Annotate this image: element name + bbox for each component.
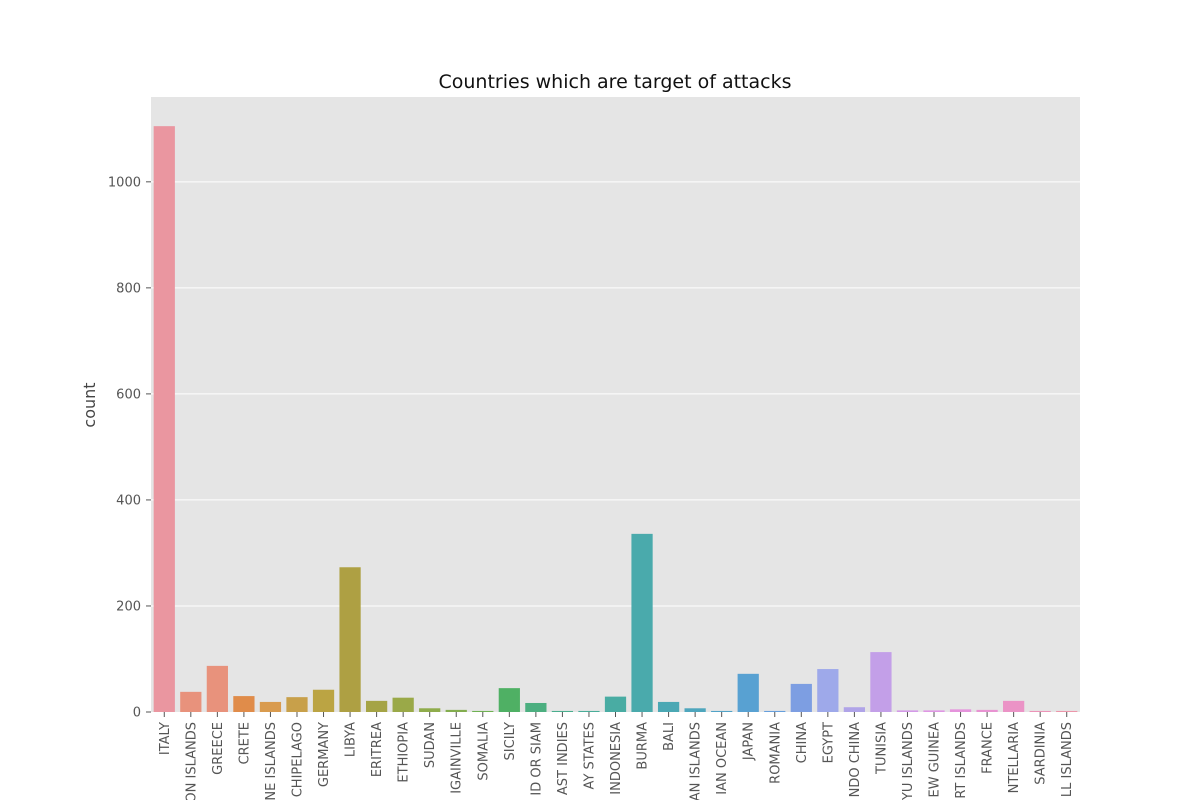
y-axis-label: count — [80, 382, 99, 427]
bar — [312, 689, 335, 712]
x-tick-label: NTELLARIA — [1007, 722, 1022, 793]
bar — [843, 707, 866, 712]
bar — [419, 708, 441, 712]
x-tick-label: JAPAN — [742, 722, 757, 761]
bar — [1003, 700, 1025, 712]
x-tick-label: ON ISLANDS — [184, 722, 199, 800]
bar — [631, 533, 653, 712]
x-tick-label: YU ISLANDS — [901, 722, 916, 800]
bar — [923, 710, 945, 712]
x-tick-label: CHINA — [795, 722, 810, 763]
x-tick-label: BURMA — [636, 722, 651, 770]
y-tick-label: 1000 — [108, 175, 141, 190]
y-axis-ticks: 0 200 400 600 800 1000 — [108, 175, 151, 721]
x-tick-label: GREECE — [211, 722, 226, 775]
y-tick-label: 400 — [116, 493, 141, 508]
bar — [206, 665, 228, 712]
bar — [259, 701, 282, 712]
x-tick-label: IAN OCEAN — [715, 722, 730, 795]
x-tick-label: ID OR SIAM — [529, 722, 544, 796]
bar — [233, 696, 255, 712]
bar — [339, 567, 361, 712]
x-tick-label: CRETE — [237, 722, 252, 764]
bar — [578, 710, 600, 712]
plot-area — [151, 97, 1080, 712]
bar — [657, 701, 680, 712]
bar — [153, 126, 175, 712]
x-tick-label: FRANCE — [981, 722, 996, 774]
x-tick-label: EGYPT — [821, 722, 836, 763]
x-tick-label: NE ISLANDS — [264, 722, 279, 800]
bar — [896, 710, 919, 712]
bar — [976, 709, 998, 712]
bar — [498, 688, 520, 712]
x-tick-label: AST INDIES — [556, 722, 571, 795]
x-tick-label: SOMALIA — [476, 722, 491, 781]
bar — [737, 673, 759, 712]
grid-lines — [151, 181, 1080, 607]
y-tick-label: 800 — [116, 281, 141, 296]
x-tick-label: EW GUINEA — [928, 722, 943, 798]
bar — [445, 709, 467, 712]
bars — [153, 126, 1078, 712]
x-tick-label: BALI — [662, 722, 677, 751]
x-tick-label: NDO CHINA — [848, 722, 863, 798]
bar — [711, 710, 733, 712]
bar — [1029, 710, 1051, 712]
bar — [870, 652, 892, 712]
bar — [525, 702, 547, 712]
x-tick-label: AN ISLANDS — [689, 722, 704, 800]
x-axis-ticks: ITALY ON ISLANDS GREECE CRETE NE ISLANDS CHIP… — [158, 712, 1075, 800]
chart-title: Countries which are target of attacks — [439, 71, 792, 93]
x-tick-label: GERMANY — [317, 722, 332, 787]
y-tick-label: 0 — [133, 706, 141, 721]
bar — [392, 697, 414, 712]
bar — [551, 710, 574, 712]
bar — [365, 700, 388, 712]
bar — [817, 669, 839, 712]
x-tick-label: SUDAN — [423, 722, 438, 768]
x-tick-label: INDONESIA — [609, 722, 624, 795]
bar — [604, 696, 627, 712]
x-tick-label: TUNISIA — [874, 722, 889, 775]
x-tick-label: CHIPELAGO — [290, 722, 305, 797]
x-tick-label: RT ISLANDS — [954, 722, 969, 799]
bar — [764, 710, 786, 712]
x-tick-label: LIBYA — [344, 722, 359, 757]
x-tick-label: ERITREA — [370, 722, 385, 777]
x-tick-label: ETHIOPIA — [397, 722, 412, 783]
x-tick-label: SICILY — [503, 722, 518, 761]
x-tick-label: IGAINVILLE — [450, 722, 465, 794]
x-tick-label: AY STATES — [582, 722, 597, 789]
bar — [684, 708, 706, 712]
y-tick-label: 600 — [116, 387, 141, 402]
x-tick-label: LL ISLANDS — [1060, 722, 1075, 797]
x-tick-label: SARDINIA — [1034, 722, 1049, 785]
bar — [286, 697, 308, 712]
bar — [949, 709, 972, 712]
bar — [180, 691, 202, 712]
bar — [1056, 710, 1078, 712]
bar — [790, 683, 812, 712]
bar — [472, 710, 494, 712]
x-tick-label: ITALY — [158, 722, 173, 755]
x-tick-label: ROMANIA — [768, 722, 783, 784]
y-tick-label: 200 — [116, 599, 141, 614]
